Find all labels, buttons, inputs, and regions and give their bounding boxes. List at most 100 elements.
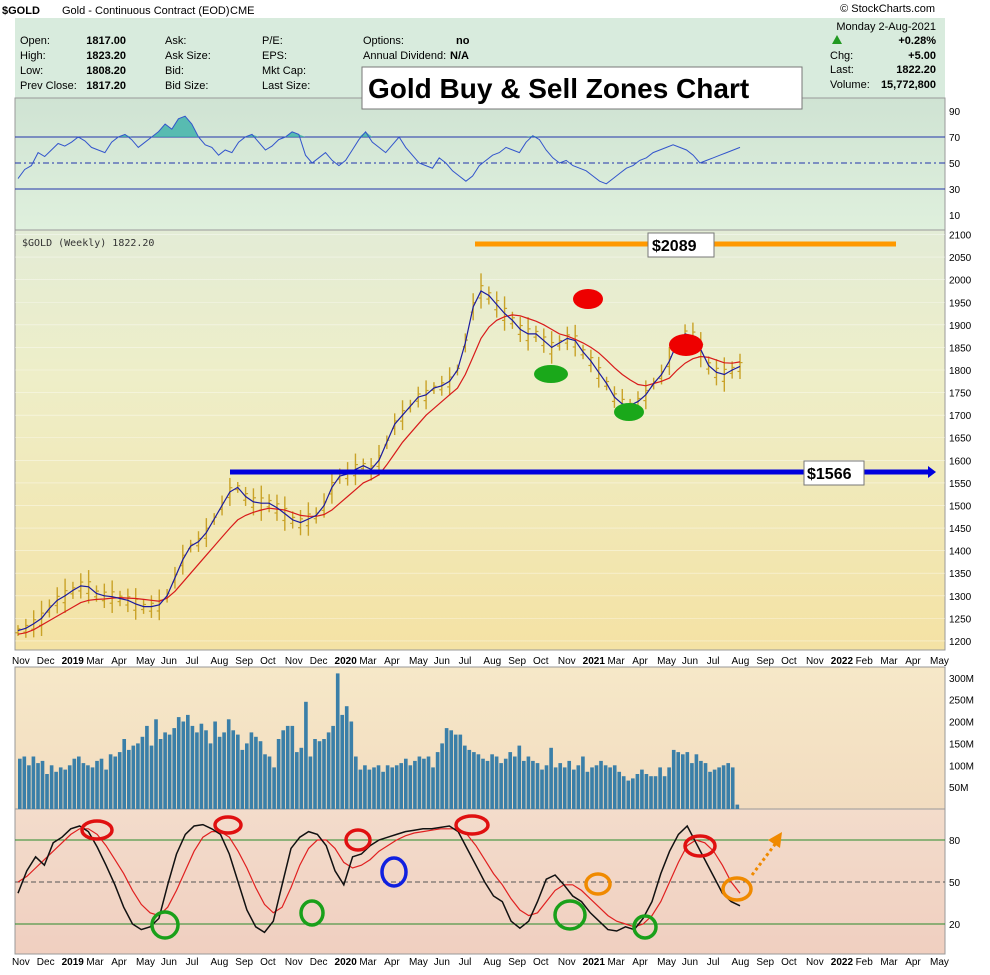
- volume-bar: [58, 767, 63, 809]
- volume-bar: [31, 756, 36, 809]
- stoch-sell-circle: [344, 828, 372, 852]
- volume-bar: [104, 769, 108, 809]
- stoch-x-label: Jul: [707, 957, 720, 968]
- stoch-orange-circle: [584, 872, 612, 896]
- quote-label: Low:: [20, 65, 43, 77]
- stoch-x-label: Sep: [235, 957, 253, 968]
- volume-bar: [608, 767, 612, 809]
- stoch-x-label: Jul: [186, 957, 199, 968]
- stoch-tick-label: 50: [949, 878, 961, 889]
- rsi-tick-label: 50: [949, 159, 961, 170]
- rsi-tick-label: 30: [949, 185, 961, 196]
- stoch-x-label: Jun: [434, 957, 450, 968]
- volume-bar: [90, 767, 95, 809]
- volume-bar: [72, 758, 77, 809]
- volume-bar: [481, 758, 485, 809]
- volume-bar: [217, 736, 222, 809]
- price-tick-label: 1500: [949, 501, 972, 512]
- volume-bar: [240, 749, 245, 809]
- price-x-label: Nov: [285, 656, 303, 667]
- volume-bar: [63, 769, 68, 809]
- volume-bar: [467, 749, 472, 809]
- volume-bar: [576, 765, 581, 810]
- volume-bar: [562, 767, 567, 809]
- volume-bar: [367, 769, 372, 809]
- stoch-orange-circle: [721, 876, 753, 902]
- volume-bar: [635, 774, 640, 809]
- volume-bar: [272, 767, 276, 809]
- stoch-x-label: Jul: [459, 957, 472, 968]
- stoch-tick-label: 80: [949, 836, 961, 847]
- volume-bar: [67, 765, 72, 810]
- volume-bar: [131, 745, 136, 809]
- volume-bar: [154, 719, 158, 809]
- options-label: Options:: [363, 35, 404, 47]
- stoch-x-label: Mar: [607, 957, 625, 968]
- header: $GOLD Gold - Continuous Contract (EOD) C…: [2, 3, 936, 92]
- volume-bar: [717, 767, 721, 809]
- stoch-x-label: May: [657, 957, 676, 968]
- title-box: Gold Buy & Sell Zones Chart: [361, 66, 803, 110]
- stoch-x-label: Oct: [781, 957, 797, 968]
- stoch-x-label: Feb: [856, 957, 874, 968]
- quote-value: 1808.20: [86, 65, 126, 77]
- volume-bar: [136, 743, 140, 809]
- volume-bar: [658, 767, 662, 809]
- price-tick-label: 1200: [949, 637, 972, 648]
- volume-label: Volume:: [830, 79, 870, 91]
- volume-bar: [349, 721, 354, 809]
- volume-bar: [472, 752, 476, 809]
- stoch-x-label: Apr: [632, 957, 648, 968]
- volume-bar: [394, 765, 399, 810]
- stoch-x-label: Jun: [161, 957, 177, 968]
- volume-bar: [108, 754, 113, 809]
- volume-bar: [526, 756, 531, 809]
- stoch-sell-circle: [213, 815, 243, 835]
- price-x-label: 2019: [62, 656, 85, 667]
- volume-bar: [81, 763, 86, 809]
- stoch-x-label: Sep: [756, 957, 774, 968]
- stoch-sell-circle: [80, 819, 114, 841]
- stoch-buy-circle: [632, 914, 658, 940]
- volume-bar: [195, 732, 199, 809]
- volume-bar: [344, 706, 349, 809]
- volume-bar: [390, 767, 395, 809]
- volume-bar: [140, 736, 145, 809]
- up-arrow-icon: [832, 35, 842, 44]
- volume-bar: [422, 758, 426, 809]
- stoch-buy-circle: [299, 899, 325, 927]
- quote-field-label: Bid:: [165, 65, 184, 77]
- volume-bar: [599, 760, 603, 809]
- stoch-x-label: Oct: [533, 957, 549, 968]
- price-x-label: Sep: [756, 656, 774, 667]
- volume-bar: [249, 732, 254, 809]
- quote-date: Monday 2-Aug-2021: [836, 21, 936, 33]
- volume-bar: [508, 752, 513, 809]
- volume-bar: [317, 741, 322, 809]
- stoch-tick-label: 20: [949, 920, 961, 931]
- volume-bar: [735, 804, 740, 809]
- support-callout-box: [803, 460, 865, 486]
- volume-bar: [295, 752, 299, 809]
- volume-bar: [331, 725, 335, 809]
- stoch-x-label: Apr: [384, 957, 400, 968]
- last-label: Last:: [830, 64, 854, 76]
- volume-bar: [431, 767, 435, 809]
- price-x-label: Sep: [508, 656, 526, 667]
- support-arrow-icon: [928, 466, 936, 478]
- volume-bar: [553, 767, 558, 809]
- quote-field-label: Bid Size:: [165, 80, 208, 92]
- volume-bar: [27, 765, 31, 810]
- volume-bar: [372, 767, 376, 809]
- volume-bar: [626, 780, 631, 809]
- volume-bar: [399, 763, 404, 809]
- stoch-x-label: 2020: [335, 957, 358, 968]
- title-box-frame: [361, 66, 803, 110]
- price-x-label: Mar: [880, 656, 898, 667]
- price-x-label: Sep: [235, 656, 253, 667]
- volume-bar: [45, 774, 49, 809]
- volume-bar: [326, 732, 331, 809]
- price-x-label: Mar: [607, 656, 625, 667]
- price-tick-label: 1800: [949, 366, 972, 377]
- volume-bar: [476, 754, 481, 809]
